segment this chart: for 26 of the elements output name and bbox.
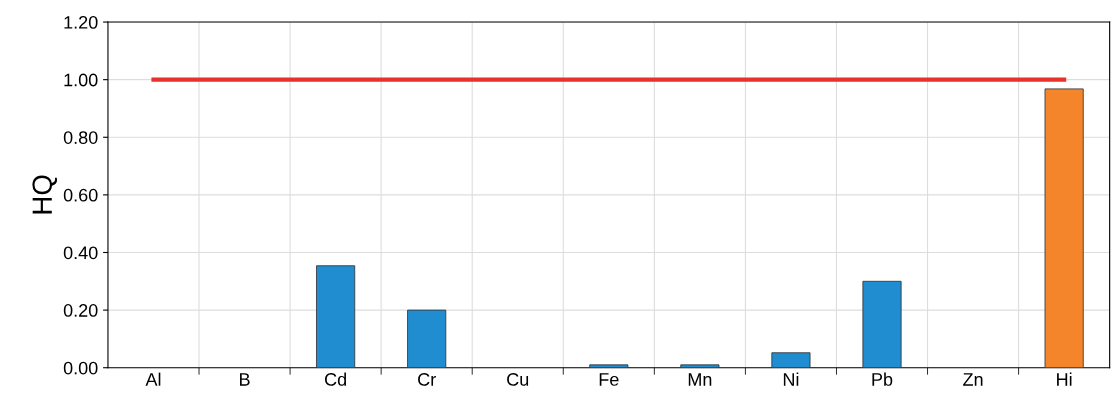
y-tick-label: 1.20 <box>64 15 98 29</box>
y-tick-label: 0.80 <box>63 131 98 144</box>
x-tick-label: Mn <box>688 373 712 386</box>
y-tick-label: 0.40 <box>63 246 98 260</box>
x-tick-label: Ni <box>783 372 799 386</box>
bar <box>316 265 356 368</box>
bar <box>771 352 811 368</box>
bar <box>407 309 447 368</box>
x-tick-label: Fe <box>599 373 619 386</box>
x-tick-label: B <box>240 373 250 386</box>
y-tick-label: 0.20 <box>63 304 98 317</box>
x-tick-label: Cu <box>507 373 529 386</box>
y-tick-label: 0.60 <box>63 188 98 202</box>
bar <box>680 364 720 368</box>
bar <box>589 364 629 368</box>
y-axis-title: HQ <box>32 175 58 214</box>
x-tick-label: Zn <box>963 373 983 386</box>
y-tick-label: 0.00 <box>63 361 98 375</box>
x-tick-label: Pb <box>872 372 893 386</box>
x-tick-label: Cr <box>418 373 436 386</box>
bar <box>862 280 902 368</box>
bar <box>1044 88 1084 368</box>
x-tick-label: Cd <box>325 372 346 386</box>
x-tick-label: Hi <box>1057 372 1072 386</box>
y-tick-label: 1.00 <box>64 73 98 87</box>
x-tick-label: Al <box>145 372 161 386</box>
